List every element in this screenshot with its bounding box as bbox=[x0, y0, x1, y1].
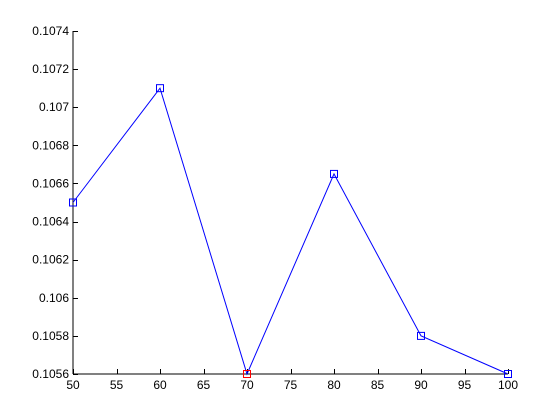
axes bbox=[72, 31, 508, 375]
data-point-marker bbox=[417, 331, 425, 340]
x-tick-label: 95 bbox=[458, 378, 472, 392]
x-tick-labels: 50 55 60 65 70 75 80 85 90 95 100 bbox=[66, 378, 518, 392]
y-tick-label: 0.107 bbox=[39, 100, 69, 114]
y-tick-label: 0.1056 bbox=[32, 367, 69, 381]
data-point-marker bbox=[156, 84, 164, 93]
series-layer bbox=[72, 87, 509, 376]
series-line bbox=[72, 87, 509, 376]
y-tick-label: 0.1062 bbox=[32, 253, 69, 267]
x-tick-label: 90 bbox=[414, 378, 428, 392]
x-tick-label: 70 bbox=[240, 378, 254, 392]
x-tick-label: 75 bbox=[284, 378, 298, 392]
y-tick-label: 0.1058 bbox=[32, 329, 69, 343]
x-tick-label: 100 bbox=[498, 378, 518, 392]
y-tick-label: 0.1072 bbox=[32, 62, 69, 76]
ticks bbox=[73, 31, 509, 375]
highlight-marker bbox=[243, 370, 251, 378]
y-tick-label: 0.1066 bbox=[32, 176, 69, 190]
data-point-marker bbox=[504, 370, 512, 378]
x-tick-label: 60 bbox=[153, 378, 167, 392]
y-tick-label: 0.106 bbox=[39, 291, 69, 305]
x-tick-label: 80 bbox=[327, 378, 341, 392]
data-point-marker bbox=[330, 169, 338, 178]
x-tick-label: 85 bbox=[371, 378, 385, 392]
x-tick-label: 50 bbox=[66, 378, 80, 392]
y-tick-label: 0.1068 bbox=[32, 138, 69, 152]
x-tick-label: 55 bbox=[110, 378, 124, 392]
data-point-marker bbox=[69, 198, 77, 207]
y-tick-label: 0.1064 bbox=[32, 215, 69, 229]
y-tick-label: 0.1074 bbox=[32, 24, 69, 38]
y-tick-labels: 0.1056 0.1058 0.106 0.1062 0.1064 0.1066 0.106… bbox=[32, 24, 69, 381]
x-tick-label: 65 bbox=[197, 378, 211, 392]
marker-layer bbox=[69, 84, 512, 378]
